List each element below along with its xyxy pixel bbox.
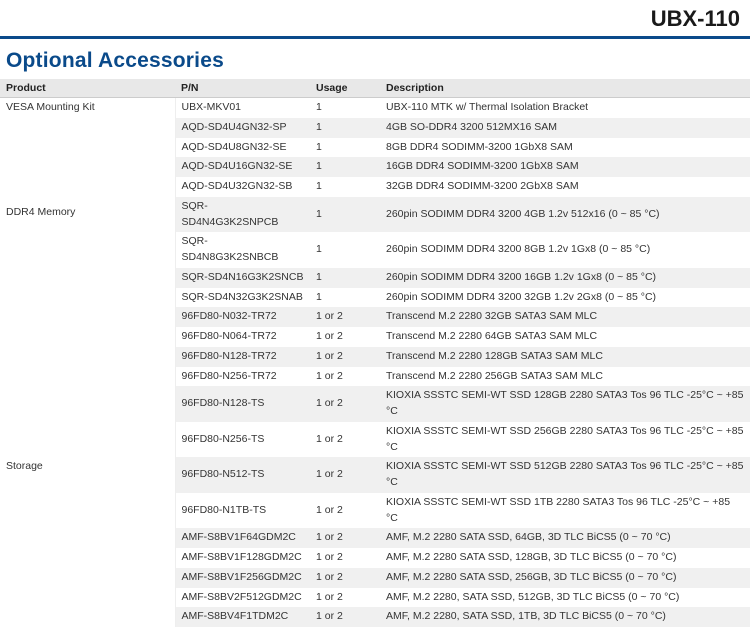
product-group-cell: DDR4 Memory bbox=[0, 118, 175, 308]
usage-cell: 1 or 2 bbox=[310, 528, 380, 548]
description-cell: KIOXIA SSSTC SEMI-WT SSD 512GB 2280 SATA… bbox=[380, 457, 750, 493]
description-cell: KIOXIA SSSTC SEMI-WT SSD 256GB 2280 SATA… bbox=[380, 422, 750, 458]
description-cell: Transcend M.2 2280 256GB SATA3 SAM MLC bbox=[380, 367, 750, 387]
usage-cell: 1 or 2 bbox=[310, 367, 380, 387]
description-cell: 260pin SODIMM DDR4 3200 8GB 1.2v 1Gx8 (0… bbox=[380, 232, 750, 268]
pn-cell: SQR-SD4N4G3K2SNPCB bbox=[175, 197, 310, 233]
description-cell: Transcend M.2 2280 64GB SATA3 SAM MLC bbox=[380, 327, 750, 347]
pn-cell: AQD-SD4U8GN32-SE bbox=[175, 138, 310, 158]
usage-cell: 1 or 2 bbox=[310, 548, 380, 568]
usage-cell: 1 or 2 bbox=[310, 457, 380, 493]
usage-cell: 1 or 2 bbox=[310, 568, 380, 588]
pn-cell: UBX-MKV01 bbox=[175, 98, 310, 118]
col-header-usage: Usage bbox=[310, 79, 380, 98]
description-cell: 4GB SO-DDR4 3200 512MX16 SAM bbox=[380, 118, 750, 138]
description-cell: 16GB DDR4 SODIMM-3200 1GbX8 SAM bbox=[380, 157, 750, 177]
usage-cell: 1 bbox=[310, 177, 380, 197]
usage-cell: 1 or 2 bbox=[310, 588, 380, 608]
pn-cell: SQR-SD4N16G3K2SNCB bbox=[175, 268, 310, 288]
description-cell: AMF, M.2 2280 SATA SSD, 64GB, 3D TLC BiC… bbox=[380, 528, 750, 548]
description-cell: Transcend M.2 2280 128GB SATA3 SAM MLC bbox=[380, 347, 750, 367]
table-row: DDR4 MemoryAQD-SD4U4GN32-SP14GB SO-DDR4 … bbox=[0, 118, 750, 138]
usage-cell: 1 bbox=[310, 288, 380, 308]
description-cell: Transcend M.2 2280 32GB SATA3 SAM MLC bbox=[380, 307, 750, 327]
accessories-table: Product P/N Usage Description VESA Mount… bbox=[0, 79, 750, 627]
description-cell: 260pin SODIMM DDR4 3200 32GB 1.2v 2Gx8 (… bbox=[380, 288, 750, 308]
pn-cell: AMF-S8BV4F1TDM2C bbox=[175, 607, 310, 627]
usage-cell: 1 or 2 bbox=[310, 386, 380, 422]
pn-cell: SQR-SD4N32G3K2SNAB bbox=[175, 288, 310, 308]
table-row: Storage96FD80-N032-TR721 or 2Transcend M… bbox=[0, 307, 750, 327]
usage-cell: 1 or 2 bbox=[310, 607, 380, 627]
pn-cell: 96FD80-N128-TR72 bbox=[175, 347, 310, 367]
table-header-row: Product P/N Usage Description bbox=[0, 79, 750, 98]
pn-cell: AQD-SD4U32GN32-SB bbox=[175, 177, 310, 197]
col-header-description: Description bbox=[380, 79, 750, 98]
usage-cell: 1 bbox=[310, 118, 380, 138]
pn-cell: AMF-S8BV1F128GDM2C bbox=[175, 548, 310, 568]
header-divider bbox=[0, 36, 750, 39]
section-title: Optional Accessories bbox=[0, 45, 750, 79]
usage-cell: 1 bbox=[310, 98, 380, 118]
pn-cell: AQD-SD4U16GN32-SE bbox=[175, 157, 310, 177]
usage-cell: 1 bbox=[310, 232, 380, 268]
usage-cell: 1 bbox=[310, 197, 380, 233]
usage-cell: 1 or 2 bbox=[310, 327, 380, 347]
description-cell: AMF, M.2 2280 SATA SSD, 128GB, 3D TLC Bi… bbox=[380, 548, 750, 568]
description-cell: AMF, M.2 2280, SATA SSD, 512GB, 3D TLC B… bbox=[380, 588, 750, 608]
pn-cell: AMF-S8BV1F256GDM2C bbox=[175, 568, 310, 588]
pn-cell: SQR-SD4N8G3K2SNBCB bbox=[175, 232, 310, 268]
table-row: VESA Mounting KitUBX-MKV011UBX-110 MTK w… bbox=[0, 98, 750, 118]
product-group-cell: VESA Mounting Kit bbox=[0, 98, 175, 118]
pn-cell: AMF-S8BV2F512GDM2C bbox=[175, 588, 310, 608]
description-cell: UBX-110 MTK w/ Thermal Isolation Bracket bbox=[380, 98, 750, 118]
description-cell: 260pin SODIMM DDR4 3200 4GB 1.2v 512x16 … bbox=[380, 197, 750, 233]
description-cell: 260pin SODIMM DDR4 3200 16GB 1.2v 1Gx8 (… bbox=[380, 268, 750, 288]
description-cell: KIOXIA SSSTC SEMI-WT SSD 1TB 2280 SATA3 … bbox=[380, 493, 750, 529]
pn-cell: 96FD80-N512-TS bbox=[175, 457, 310, 493]
pn-cell: AMF-S8BV1F64GDM2C bbox=[175, 528, 310, 548]
usage-cell: 1 bbox=[310, 157, 380, 177]
col-header-product: Product bbox=[0, 79, 175, 98]
usage-cell: 1 or 2 bbox=[310, 493, 380, 529]
table-body: VESA Mounting KitUBX-MKV011UBX-110 MTK w… bbox=[0, 98, 750, 627]
pn-cell: AQD-SD4U4GN32-SP bbox=[175, 118, 310, 138]
usage-cell: 1 or 2 bbox=[310, 307, 380, 327]
pn-cell: 96FD80-N032-TR72 bbox=[175, 307, 310, 327]
description-cell: KIOXIA SSSTC SEMI-WT SSD 128GB 2280 SATA… bbox=[380, 386, 750, 422]
usage-cell: 1 bbox=[310, 138, 380, 158]
usage-cell: 1 or 2 bbox=[310, 422, 380, 458]
pn-cell: 96FD80-N128-TS bbox=[175, 386, 310, 422]
description-cell: AMF, M.2 2280, SATA SSD, 1TB, 3D TLC BiC… bbox=[380, 607, 750, 627]
pn-cell: 96FD80-N256-TS bbox=[175, 422, 310, 458]
description-cell: AMF, M.2 2280 SATA SSD, 256GB, 3D TLC Bi… bbox=[380, 568, 750, 588]
description-cell: 32GB DDR4 SODIMM-3200 2GbX8 SAM bbox=[380, 177, 750, 197]
pn-cell: 96FD80-N256-TR72 bbox=[175, 367, 310, 387]
pn-cell: 96FD80-N1TB-TS bbox=[175, 493, 310, 529]
product-group-cell: Storage bbox=[0, 307, 175, 627]
description-cell: 8GB DDR4 SODIMM-3200 1GbX8 SAM bbox=[380, 138, 750, 158]
usage-cell: 1 bbox=[310, 268, 380, 288]
col-header-pn: P/N bbox=[175, 79, 310, 98]
usage-cell: 1 or 2 bbox=[310, 347, 380, 367]
pn-cell: 96FD80-N064-TR72 bbox=[175, 327, 310, 347]
page-model-header: UBX-110 bbox=[0, 0, 750, 36]
